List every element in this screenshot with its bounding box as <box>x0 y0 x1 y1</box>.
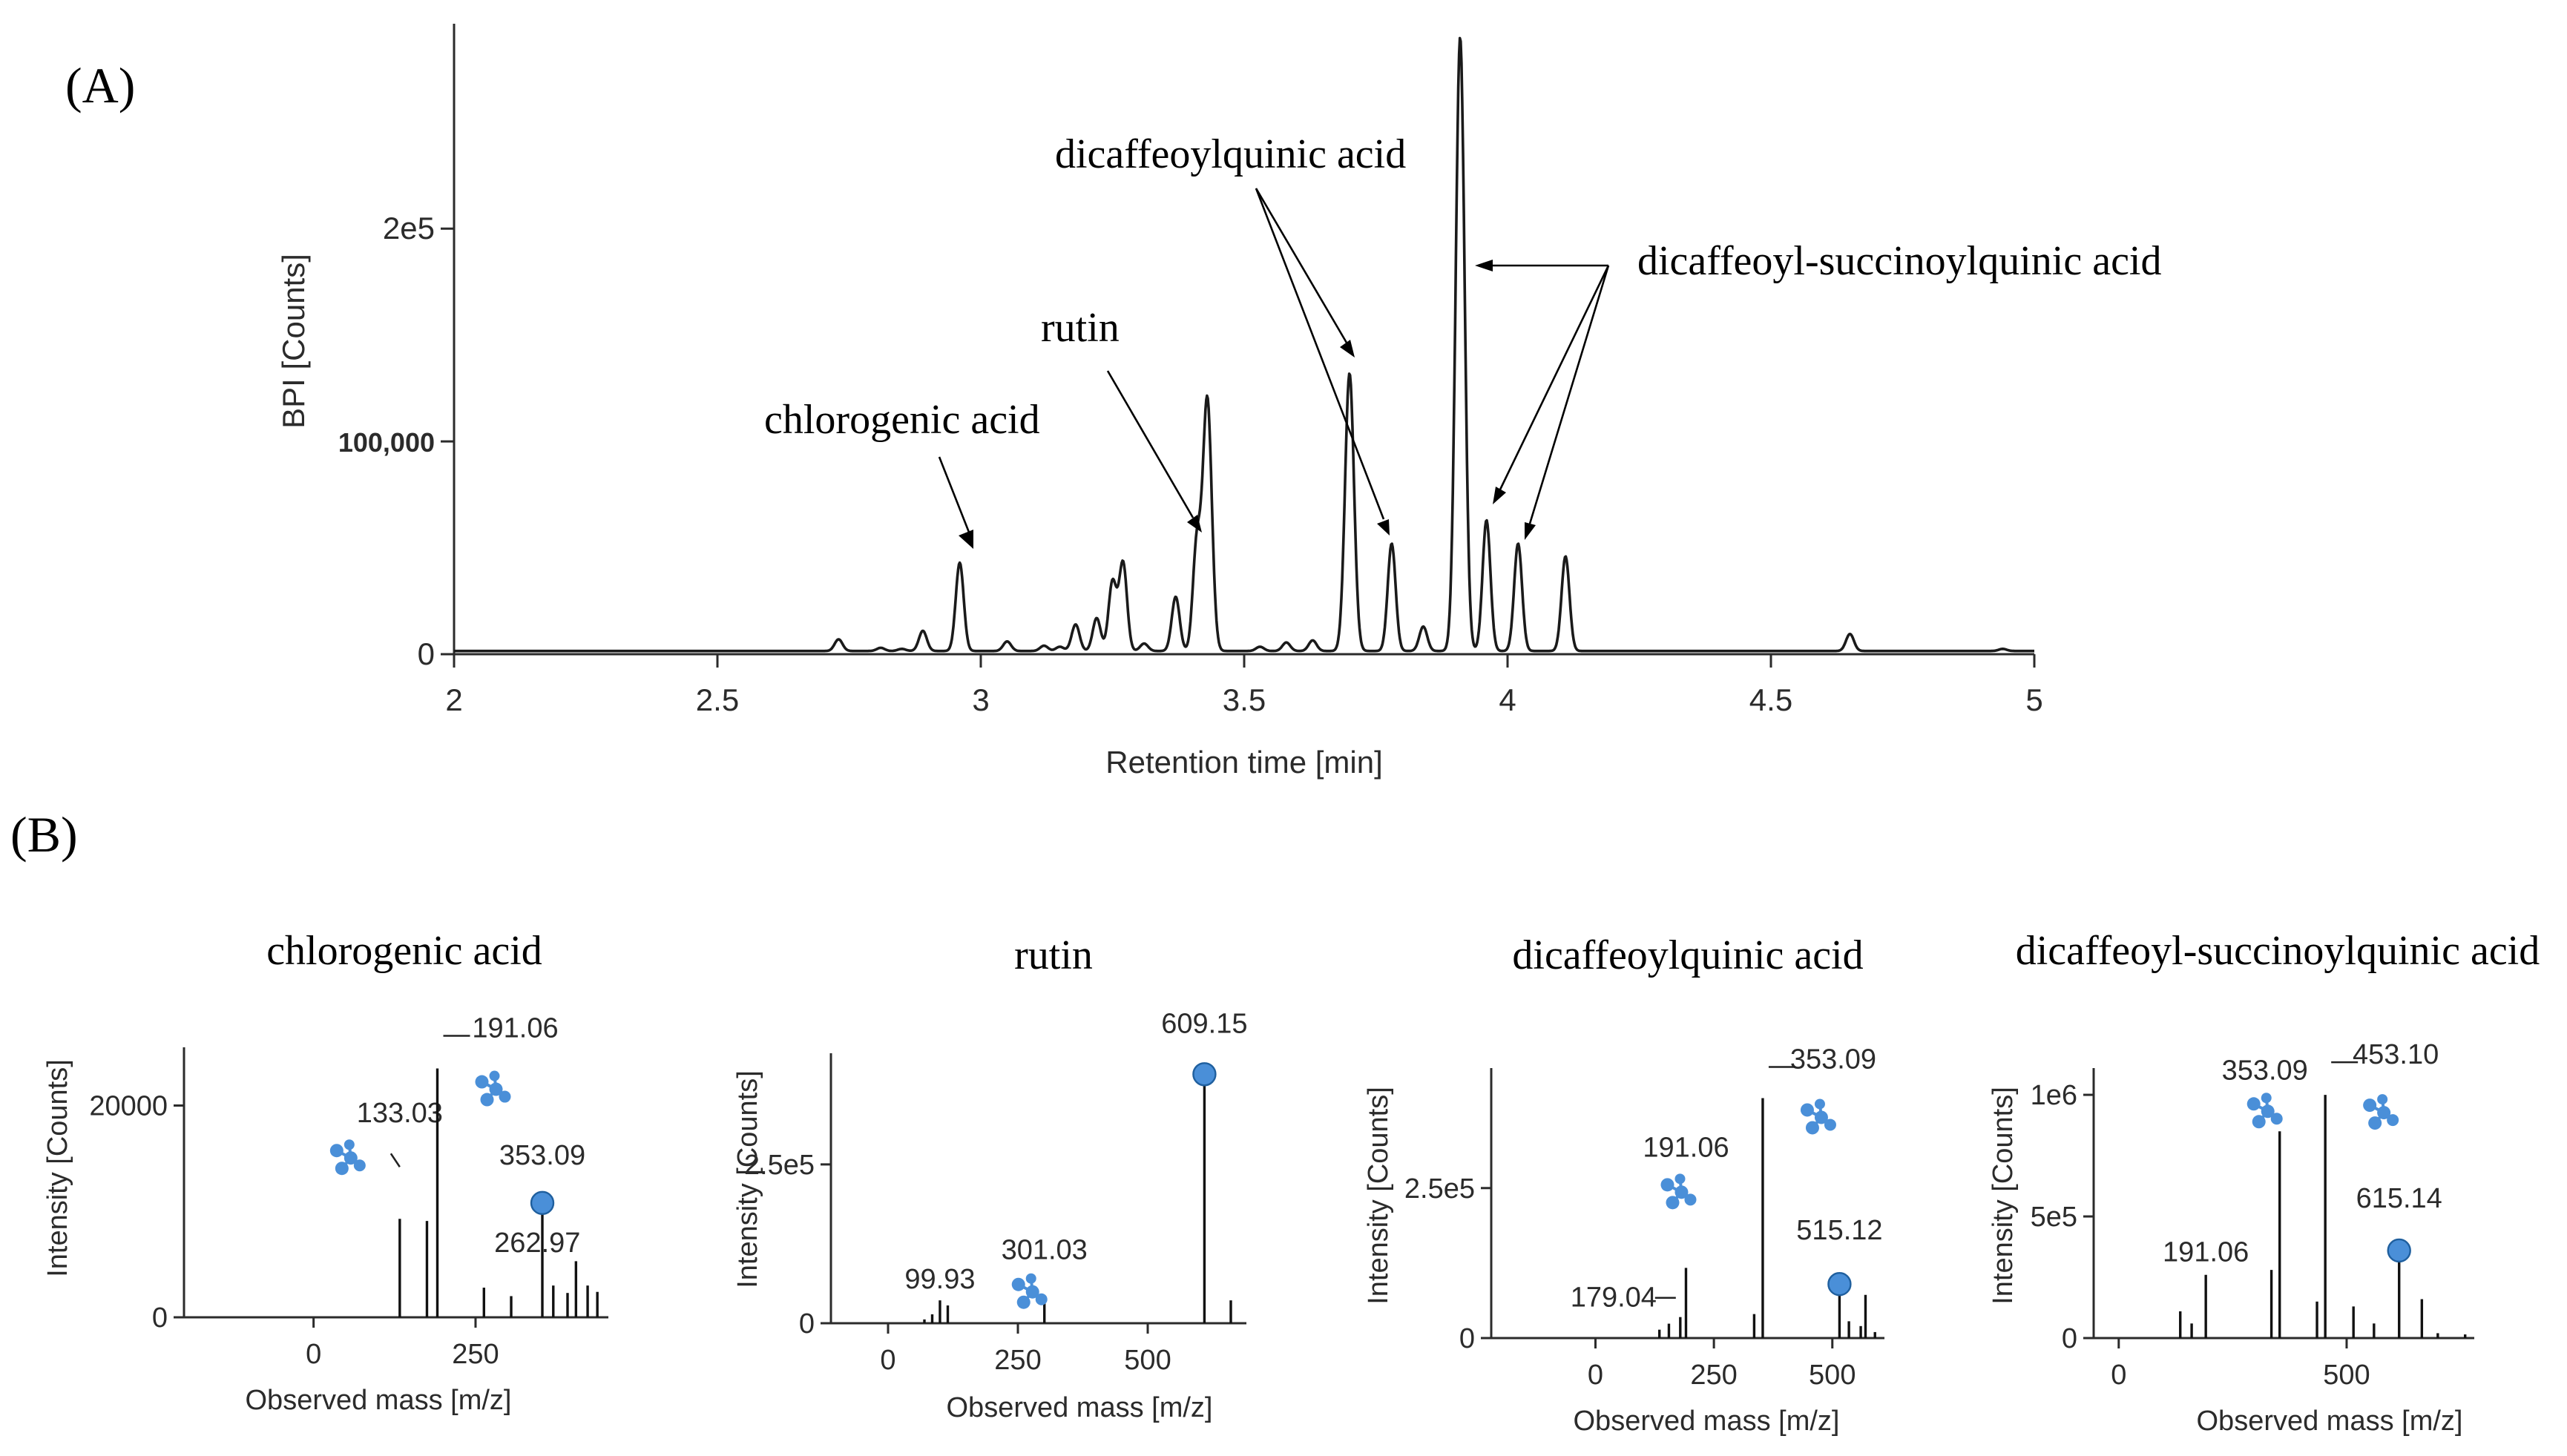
spectrum-x-label: Observed mass [m/z] <box>947 1392 1213 1423</box>
arrow-dsq-3 <box>1528 265 1610 524</box>
annotation-dicaffeoyl-succinoylquinic-acid: dicaffeoyl-succinoylquinic acid <box>1637 238 2161 284</box>
label-leader <box>390 1153 401 1167</box>
fragment-icon <box>2246 1093 2283 1129</box>
peak-label: 353.09 <box>499 1140 585 1171</box>
panel-b-label: (B) <box>10 806 78 863</box>
x-tick-label: 3 <box>972 682 989 717</box>
annotation-arrows <box>938 188 1610 549</box>
peak-label: 191.06 <box>472 1013 558 1044</box>
chromatogram-x-label: Retention time [min] <box>1105 745 1383 780</box>
precursor-marker <box>1827 1271 1852 1297</box>
spectrum-x-label: Observed mass [m/z] <box>246 1385 512 1416</box>
spectrum-title: rutin <box>1014 932 1093 978</box>
precursor-marker <box>530 1190 555 1216</box>
y-tick-label: 1e6 <box>2031 1080 2077 1111</box>
peak-label: 179.04 <box>1571 1282 1657 1314</box>
peak-label: 453.10 <box>2353 1039 2439 1070</box>
y-tick-label: 0 <box>2062 1323 2077 1354</box>
peak-label: 609.15 <box>1161 1008 1247 1039</box>
x-tick-label: 2.5 <box>696 682 739 717</box>
y-tick-label: 0 <box>152 1302 168 1334</box>
y-tick-label: 2e5 <box>383 211 435 246</box>
spectrum-chlorogenic-acid: chlorogenic acid Observed mass [m/z] Int… <box>42 928 608 1416</box>
arrowhead-dicq-1 <box>1340 340 1355 358</box>
arrow-dicq-2 <box>1255 188 1385 520</box>
panel-a-label: (A) <box>65 57 135 113</box>
fragment-icon <box>1011 1273 1048 1309</box>
x-tick-label: 250 <box>1690 1360 1737 1391</box>
precursor-marker <box>1192 1062 1217 1087</box>
spectrum-rutin: rutin Observed mass [m/z] Intensity [Cou… <box>732 932 1248 1423</box>
arrowhead-dicq-2 <box>1377 519 1390 536</box>
annotation-dicaffeoylquinic-acid: dicaffeoylquinic acid <box>1055 131 1406 177</box>
y-tick-label: 100,000 <box>338 427 435 458</box>
peak-label: 615.14 <box>2356 1183 2442 1214</box>
arrowhead-chlorogenic <box>959 530 973 549</box>
x-tick-label: 0 <box>2111 1360 2126 1391</box>
arrow-rutin <box>1106 370 1194 518</box>
annotation-chlorogenic-acid: chlorogenic acid <box>764 397 1040 443</box>
x-tick-label: 4 <box>1499 682 1516 717</box>
spectrum-x-label: Observed mass [m/z] <box>2197 1406 2463 1437</box>
spectrum-dicaffeoyl-succinoylquinic-acid: dicaffeoyl-succinoylquinic acid Observed… <box>1988 928 2540 1437</box>
y-tick-label: 2.5e5 <box>744 1150 815 1181</box>
x-tick-label: 500 <box>1124 1345 1171 1376</box>
arrowhead-dsq-1 <box>1475 260 1493 271</box>
peak-label: 191.06 <box>2163 1237 2249 1268</box>
chromatogram: 2 2.5 3 3.5 4 4.5 5 0 100,000 2e5 Retention time… <box>276 24 2161 780</box>
annotation-rutin: rutin <box>1041 305 1120 351</box>
peak-label: 262.97 <box>494 1228 580 1259</box>
spectrum-y-label: Intensity [Counts] <box>1363 1087 1394 1305</box>
arrowhead-rutin <box>1187 515 1202 533</box>
peak-label: 99.93 <box>904 1264 975 1295</box>
x-tick-label: 2 <box>445 682 462 717</box>
x-tick-label: 0 <box>880 1345 895 1376</box>
spectrum-dicaffeoylquinic-acid: dicaffeoylquinic acid Observed mass [m/z… <box>1363 932 1884 1437</box>
peak-label: 353.09 <box>1790 1044 1876 1075</box>
spectrum-y-label: Intensity [Counts] <box>42 1059 73 1277</box>
peak-label: 191.06 <box>1643 1132 1729 1163</box>
y-tick-label: 0 <box>418 636 435 671</box>
peak-label: 301.03 <box>1002 1235 1088 1266</box>
chromatogram-y-ticks: 0 100,000 2e5 <box>338 211 454 671</box>
bpi-trace <box>453 36 2035 653</box>
x-tick-label: 250 <box>994 1345 1041 1376</box>
y-tick-label: 20000 <box>89 1091 168 1122</box>
fragment-icon <box>475 1070 511 1107</box>
arrowhead-dsq-3 <box>1525 522 1536 540</box>
spectrum-title: dicaffeoylquinic acid <box>1512 932 1863 978</box>
arrow-chlorogenic <box>938 456 971 535</box>
x-tick-label: 500 <box>1809 1360 1856 1391</box>
precursor-marker <box>2387 1238 2411 1263</box>
y-tick-label: 2.5e5 <box>1404 1173 1475 1205</box>
peak-label: 353.09 <box>2222 1055 2308 1086</box>
peak-label: 515.12 <box>1796 1215 1882 1246</box>
x-tick-label: 250 <box>452 1339 499 1370</box>
arrow-dicq-1 <box>1255 188 1348 343</box>
spectrum-title: dicaffeoyl-succinoylquinic acid <box>2016 928 2540 974</box>
fragment-icon <box>329 1139 366 1176</box>
spectrum-y-label: Intensity [Counts] <box>1988 1087 2019 1305</box>
x-tick-label: 500 <box>2323 1360 2370 1391</box>
x-tick-label: 4.5 <box>1749 682 1792 717</box>
x-tick-label: 0 <box>306 1339 321 1370</box>
y-tick-label: 0 <box>1459 1323 1475 1354</box>
spectrum-y-label: Intensity [Counts] <box>732 1070 763 1288</box>
x-tick-label: 3.5 <box>1223 682 1266 717</box>
x-tick-label: 0 <box>1588 1360 1603 1391</box>
fragment-icon <box>2363 1094 2399 1130</box>
arrowhead-dsq-2 <box>1493 487 1506 504</box>
chromatogram-y-label: BPI [Counts] <box>276 254 311 429</box>
arrow-dsq-2 <box>1499 265 1610 490</box>
x-tick-label: 5 <box>2025 682 2042 717</box>
spectrum-title: chlorogenic acid <box>266 928 542 974</box>
chromatogram-x-ticks: 2 2.5 3 3.5 4 4.5 5 <box>445 654 2043 717</box>
peak-label: 133.03 <box>357 1098 443 1129</box>
spectrum-x-label: Observed mass [m/z] <box>1574 1406 1840 1437</box>
y-tick-label: 0 <box>799 1308 815 1340</box>
fragment-icon <box>1800 1098 1836 1135</box>
fragment-icon <box>1660 1173 1697 1210</box>
y-tick-label: 5e5 <box>2031 1202 2077 1233</box>
